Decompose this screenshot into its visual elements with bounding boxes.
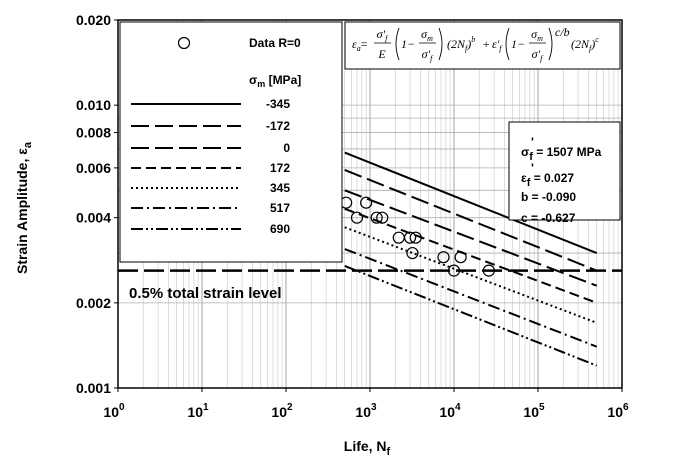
series-line-517 <box>344 248 598 348</box>
legend-label: 172 <box>270 161 290 175</box>
legend-box <box>119 21 343 263</box>
parameters-frame <box>508 121 621 221</box>
y-tick-label: 0.008 <box>76 125 111 141</box>
eq-one2: 1− <box>511 37 525 51</box>
series-line-0 <box>344 189 598 287</box>
parameter-row: εf = 0.027 <box>521 171 574 189</box>
parameter-row: c = -0.627 <box>521 211 576 225</box>
y-tick-label: 0.010 <box>76 97 111 113</box>
eq-paren1-left <box>395 27 400 61</box>
x-tick-label: 103 <box>355 402 377 420</box>
data-point <box>392 231 405 244</box>
x-tick-label: 104 <box>439 402 461 420</box>
y-tick-labels: 0.001 0.002 0.004 0.006 0.008 0.010 0.020 <box>76 12 118 396</box>
eq-plus: + <box>482 37 490 51</box>
parameter-prime: ' <box>531 161 534 175</box>
data-point <box>482 264 495 277</box>
y-tick-label: 0.001 <box>76 380 111 396</box>
series-line-345 <box>344 226 598 324</box>
legend-label: 517 <box>270 201 290 215</box>
x-tick-labels: 100 101 102 103 104 105 106 <box>103 388 629 420</box>
eq-frac3-den: σ'f <box>532 47 544 63</box>
y-tick-label: 0.002 <box>76 295 111 311</box>
parameter-row: σf = 1507 MPa <box>521 145 602 163</box>
legend-header: σm [MPa] <box>249 73 301 89</box>
eq-term1-n: (2Nf)b <box>447 35 475 53</box>
eq-frac1-den: E <box>377 47 386 61</box>
data-point <box>454 251 467 264</box>
data-point <box>360 196 373 209</box>
data-point <box>447 264 461 277</box>
eq-exp2: c/b <box>555 25 570 39</box>
data-point <box>350 211 364 224</box>
series-line-690 <box>344 265 598 367</box>
x-tick-label: 101 <box>187 402 209 420</box>
y-axis-title: Strain Amplitude, εa <box>14 141 34 274</box>
eq-one1: 1− <box>401 37 415 51</box>
eq-paren2-left <box>505 27 510 61</box>
legend-label: -345 <box>266 97 290 111</box>
x-tick-label: 100 <box>103 402 125 420</box>
data-point <box>409 231 422 244</box>
data-point <box>403 231 417 244</box>
x-tick-label: 102 <box>271 402 293 420</box>
eq-frac2-num: σm <box>421 27 433 43</box>
legend-label: 690 <box>270 222 290 236</box>
eq-lhs: εa= <box>352 37 368 53</box>
eq-paren1-right <box>438 27 443 61</box>
x-tick-label: 106 <box>607 402 629 420</box>
y-tick-label: 0.004 <box>76 210 111 226</box>
data-point <box>406 246 419 260</box>
legend-entries: -345 -172 0 172 345 517 690 <box>131 97 290 236</box>
legend-label: 345 <box>270 181 290 195</box>
y-tick-label: 0.006 <box>76 160 111 176</box>
x-axis-title: Life, Nf <box>344 438 391 458</box>
eq-frac3-num: σm <box>531 27 543 43</box>
legend-marker-label: Data R=0 <box>249 36 301 50</box>
eq-term2-n: (2Nf)c <box>571 35 599 53</box>
eq-frac2-den: σ'f <box>422 47 434 63</box>
data-point <box>370 211 383 224</box>
eq-frac1-num: σ'f <box>377 27 389 43</box>
data-point <box>437 251 450 264</box>
legend-label: -172 <box>266 119 290 133</box>
eq-eps: ε'f <box>492 37 503 53</box>
reference-line-label: 0.5% total strain level <box>129 285 282 302</box>
legend: Data R=0 σm [MPa] -345 -172 0 172 345 517 690 <box>119 21 343 263</box>
series-line--172 <box>344 169 598 272</box>
data-points <box>340 196 495 277</box>
parameter-prime: ' <box>531 135 534 149</box>
legend-marker <box>177 36 191 50</box>
data-point <box>376 211 389 224</box>
parameter-row: b = -0.090 <box>521 190 576 204</box>
equation-box: εa= σ'f E 1− σm σ'f (2Nf)b + ε'f 1− σm σ… <box>344 21 621 70</box>
series-line--345 <box>344 151 598 254</box>
y-tick-label: 0.020 <box>76 12 111 28</box>
strain-life-curves <box>344 151 598 367</box>
eq-paren2-right <box>548 27 553 61</box>
x-tick-label: 105 <box>523 402 545 420</box>
legend-label: 0 <box>283 141 290 155</box>
equation-frame <box>344 21 621 70</box>
